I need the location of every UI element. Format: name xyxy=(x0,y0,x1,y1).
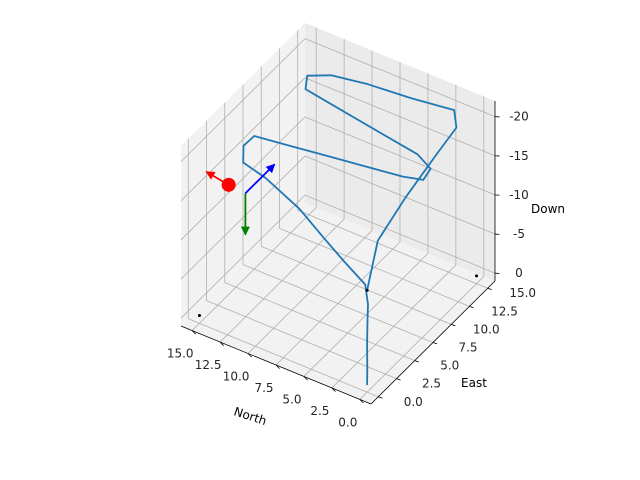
corner-marker-a xyxy=(197,314,201,318)
north-tick xyxy=(359,399,364,404)
east-tick-label: 12.5 xyxy=(491,304,518,318)
grid-line-east-floor xyxy=(242,264,434,343)
east-tick-label: 0.0 xyxy=(404,395,423,409)
north-tick-label: 10.0 xyxy=(223,370,250,384)
north-tick xyxy=(219,341,225,346)
east-tick-label: 5.0 xyxy=(440,359,459,373)
east-tick xyxy=(414,360,419,363)
east-tick xyxy=(396,378,401,381)
grid-line-east-floor xyxy=(224,282,415,361)
north-tick-label: 0.0 xyxy=(338,415,357,429)
east-tick-label: 7.5 xyxy=(458,341,477,355)
down-tick-label: -5 xyxy=(513,227,525,241)
grid-line-down-north-wall xyxy=(180,116,306,241)
east-tick-label: 2.5 xyxy=(422,377,441,391)
east-tick xyxy=(469,305,474,309)
blue-east-arrow xyxy=(244,163,276,194)
down-tick-label: -15 xyxy=(509,149,529,163)
east-tick xyxy=(451,324,456,327)
east-tick xyxy=(487,287,492,291)
origin-marker xyxy=(365,288,369,292)
east-tick-label: 10.0 xyxy=(473,322,500,336)
north-tick xyxy=(191,330,197,335)
north-tick xyxy=(331,387,336,392)
grid-line-down-north-wall xyxy=(180,38,306,162)
north-tick-label: 2.5 xyxy=(310,404,329,418)
north-tick xyxy=(303,376,308,381)
trajectory-line xyxy=(242,74,458,386)
grid-line-down-east-wall xyxy=(304,116,496,196)
down-tick-label: 0 xyxy=(515,266,523,280)
grid-line-east-floor xyxy=(261,246,452,325)
grid-line-east-floor xyxy=(188,318,379,398)
grid-line-down-north-wall xyxy=(180,155,306,280)
grid-line-east-floor xyxy=(206,300,397,380)
north-tick xyxy=(247,353,252,358)
east-tick-label: 15.0 xyxy=(509,286,536,300)
east-tick xyxy=(432,342,438,345)
grid-line-down-east-wall xyxy=(304,194,496,274)
red-position-marker xyxy=(221,177,236,192)
grid-line-down-north-wall xyxy=(180,194,306,319)
axes-panes xyxy=(181,23,495,404)
grid-line-down-north-wall xyxy=(180,77,306,202)
down-tick-label: -10 xyxy=(509,188,529,202)
north-tick-label: 15.0 xyxy=(167,347,194,361)
north-tick xyxy=(275,364,280,369)
north-tick-label: 7.5 xyxy=(254,381,273,395)
north-tick-label: 12.5 xyxy=(195,358,222,372)
grid-line-down-east-wall xyxy=(304,38,496,118)
tick-marks xyxy=(191,116,500,404)
corner-marker-b xyxy=(475,274,479,278)
down-tick-label: -20 xyxy=(509,110,529,124)
grid-line-down-east-wall xyxy=(304,155,496,235)
grid-line-east-floor xyxy=(279,227,470,307)
x-axis-label: North xyxy=(232,404,268,428)
tick-labels: 0.02.55.07.510.012.515.00.02.55.07.510.0… xyxy=(167,110,536,430)
north-tick-label: 5.0 xyxy=(282,392,301,406)
grid-lines xyxy=(180,27,496,400)
east-tick xyxy=(378,396,383,399)
y-axis-label: East xyxy=(461,376,487,390)
grid-line-down-east-wall xyxy=(304,77,496,157)
plot-area xyxy=(197,74,479,386)
z-axis-label: Down xyxy=(531,202,565,216)
grid-line-east-floor xyxy=(297,209,488,289)
